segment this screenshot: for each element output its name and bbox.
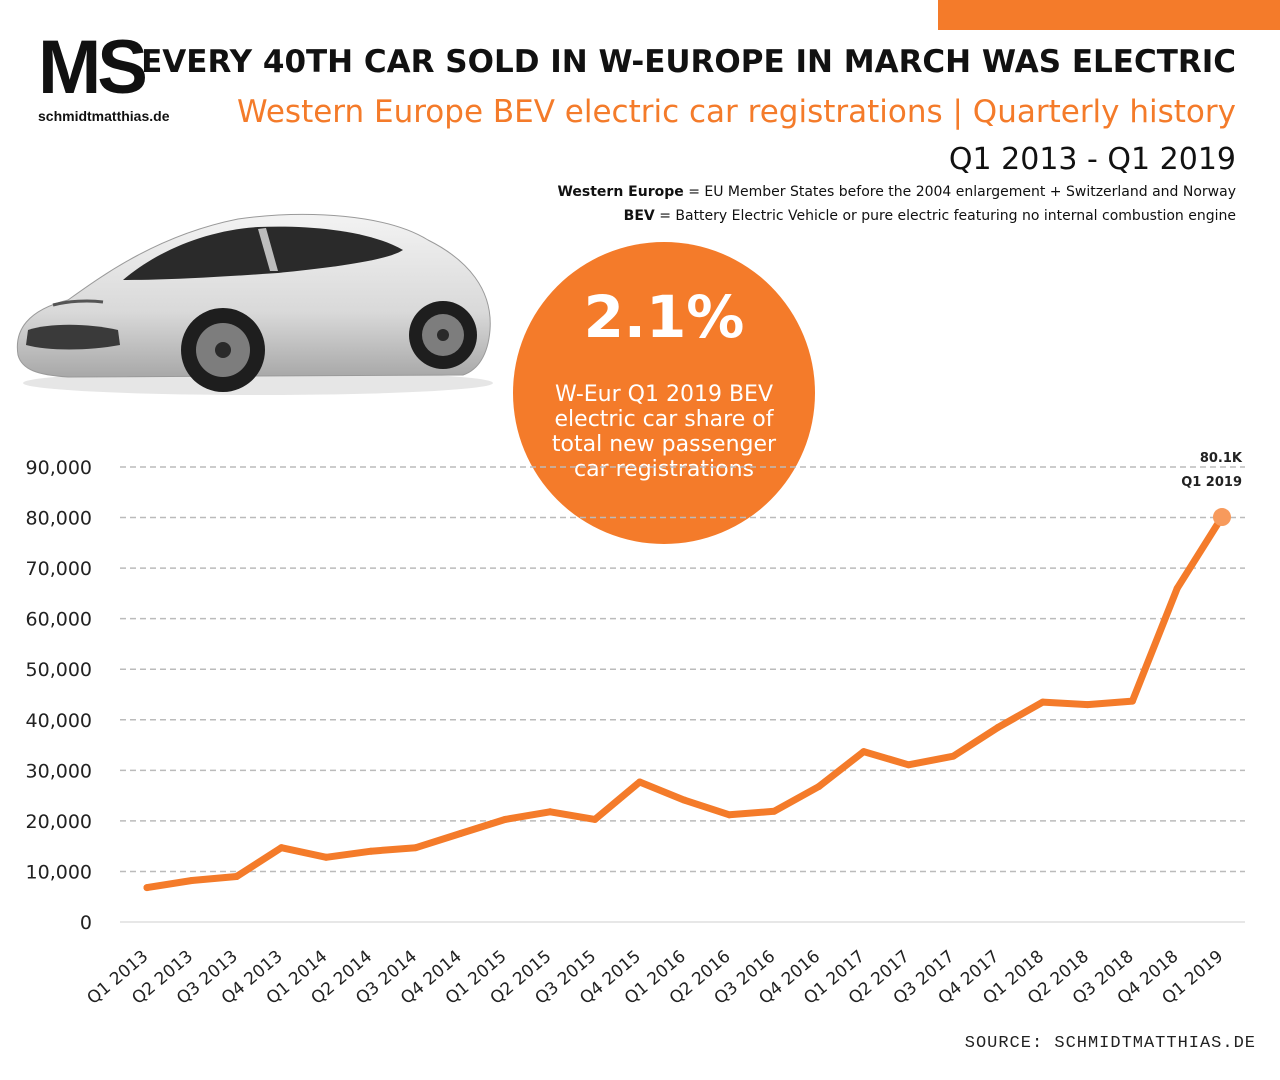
y-tick-label: 20,000 xyxy=(26,811,92,833)
y-tick-label: 90,000 xyxy=(26,457,92,479)
accent-bar xyxy=(938,0,1280,30)
y-tick-label: 0 xyxy=(80,912,92,934)
share-bubble: 2.1% W-Eur Q1 2019 BEV electric car shar… xyxy=(513,242,815,544)
logo-domain: schmidtmatthias.de xyxy=(38,108,170,124)
definition-term: Western Europe xyxy=(557,184,684,200)
series-line xyxy=(143,513,1226,892)
y-tick-label: 50,000 xyxy=(26,659,92,681)
subtitle: Western Europe BEV electric car registra… xyxy=(237,94,1236,130)
data-point xyxy=(546,808,554,816)
data-point xyxy=(904,761,912,769)
data-point xyxy=(1039,698,1047,706)
headline: EVERY 40TH CAR SOLD IN W-EUROPE IN MARCH… xyxy=(141,44,1236,80)
annotation-period: Q1 2019 xyxy=(1181,475,1242,490)
definition-text: = Battery Electric Vehicle or pure elect… xyxy=(654,208,1236,224)
data-point xyxy=(815,783,823,791)
data-point xyxy=(1084,701,1092,709)
y-tick-label: 60,000 xyxy=(26,609,92,631)
source-label: SOURCE: SCHMIDTMATTHIAS.DE xyxy=(964,1034,1256,1053)
data-point xyxy=(277,844,285,852)
data-point xyxy=(322,853,330,861)
data-point xyxy=(233,873,241,880)
data-point xyxy=(1128,697,1136,705)
data-point xyxy=(770,807,778,815)
data-point xyxy=(412,844,420,852)
last-data-point xyxy=(1213,508,1231,527)
data-point xyxy=(1173,584,1181,592)
data-point xyxy=(994,723,1002,731)
data-point xyxy=(501,815,509,823)
data-point xyxy=(636,778,644,786)
y-tick-label: 10,000 xyxy=(26,861,92,883)
data-point xyxy=(143,884,151,892)
data-point xyxy=(681,796,688,804)
logo: MS schmidtmatthias.de xyxy=(38,25,178,125)
annotation-value: 80.1K xyxy=(1200,451,1243,466)
y-tick-label: 70,000 xyxy=(26,558,92,580)
data-point xyxy=(457,830,465,838)
share-caption: W-Eur Q1 2019 BEV electric car share of … xyxy=(551,382,777,482)
data-point xyxy=(367,847,375,855)
definition-western-europe: Western Europe = EU Member States before… xyxy=(557,184,1236,200)
y-tick-label: 30,000 xyxy=(26,760,92,782)
data-point xyxy=(949,752,957,760)
data-point xyxy=(591,815,599,823)
data-point xyxy=(860,748,868,756)
logo-mark: MS xyxy=(38,25,148,110)
y-tick-label: 40,000 xyxy=(26,710,92,732)
data-point xyxy=(725,811,733,819)
share-value: 2.1% xyxy=(583,283,745,351)
period-label: Q1 2013 - Q1 2019 xyxy=(948,142,1236,177)
car-photo-icon xyxy=(16,213,493,395)
definition-text: = EU Member States before the 2004 enlar… xyxy=(683,184,1236,200)
definition-bev: BEV = Battery Electric Vehicle or pure e… xyxy=(624,208,1236,224)
definition-term: BEV xyxy=(623,208,655,224)
data-point xyxy=(188,877,196,885)
y-tick-label: 80,000 xyxy=(26,508,92,530)
